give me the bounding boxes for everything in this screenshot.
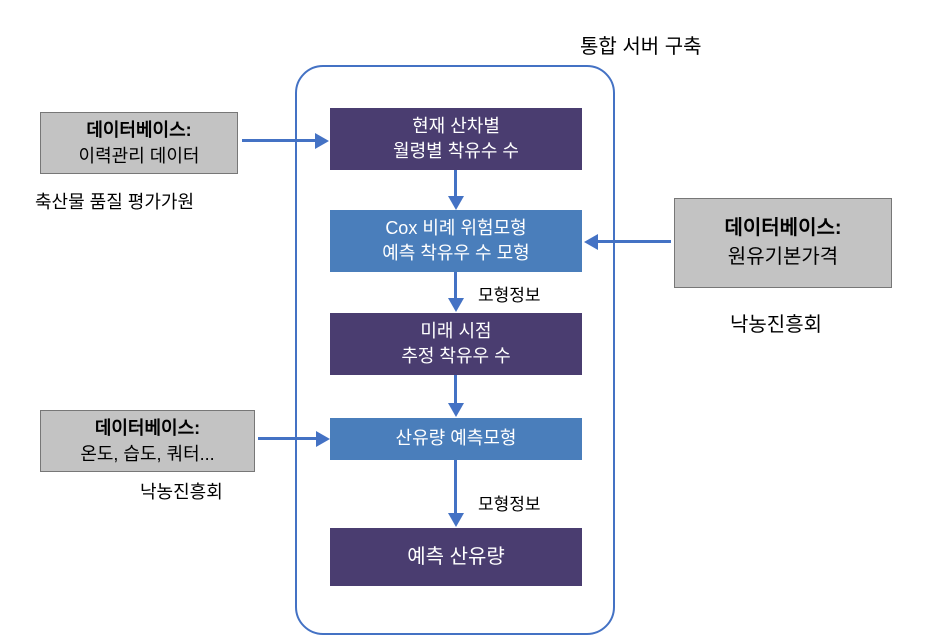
flow-node-line1: Cox 비례 위험모형 — [385, 216, 526, 241]
db-title: 데이터베이스: — [95, 415, 200, 441]
db-subtitle: 이력관리 데이터 — [79, 143, 200, 169]
flow-node-line1: 예측 산유량 — [407, 543, 505, 571]
flow-node-predicted-yield: 예측 산유량 — [330, 528, 582, 586]
db-node-history: 데이터베이스: 이력관리 데이터 — [40, 112, 238, 174]
db-title: 데이터베이스: — [86, 117, 191, 143]
db-node-climate: 데이터베이스: 온도, 습도, 쿼터... — [40, 410, 255, 472]
db-caption-climate: 낙농진흥회 — [140, 478, 223, 504]
db-subtitle: 온도, 습도, 쿼터... — [80, 441, 214, 467]
db-title: 데이터베이스: — [724, 214, 841, 243]
flow-node-current-count: 현재 산차별 월령별 착유수 수 — [330, 108, 582, 170]
flow-node-line2: 월령별 착유수 수 — [393, 139, 519, 164]
db-caption-history: 축산물 품질 평가가원 — [35, 188, 194, 214]
flow-node-future-estimate: 미래 시점 추정 착유우 수 — [330, 313, 582, 375]
flow-node-cox-model: Cox 비례 위험모형 예측 착유우 수 모형 — [330, 210, 582, 272]
flow-node-line2: 추정 착유우 수 — [401, 344, 510, 369]
db-subtitle: 원유기본가격 — [728, 243, 838, 272]
flow-node-yield-model: 산유량 예측모형 — [330, 418, 582, 460]
edge-label-model-info-2: 모형정보 — [478, 490, 541, 515]
db-caption-rawmilk: 낙농진흥회 — [730, 308, 822, 337]
flow-node-line1: 현재 산차별 — [412, 114, 500, 139]
flow-node-line1: 미래 시점 — [420, 319, 491, 344]
flow-node-line2: 예측 착유우 수 모형 — [382, 241, 529, 266]
db-node-rawmilk-price: 데이터베이스: 원유기본가격 — [674, 198, 892, 288]
flow-node-line1: 산유량 예측모형 — [396, 426, 517, 451]
edge-label-model-info-1: 모형정보 — [478, 281, 541, 306]
container-title: 통합 서버 구축 — [580, 30, 702, 59]
